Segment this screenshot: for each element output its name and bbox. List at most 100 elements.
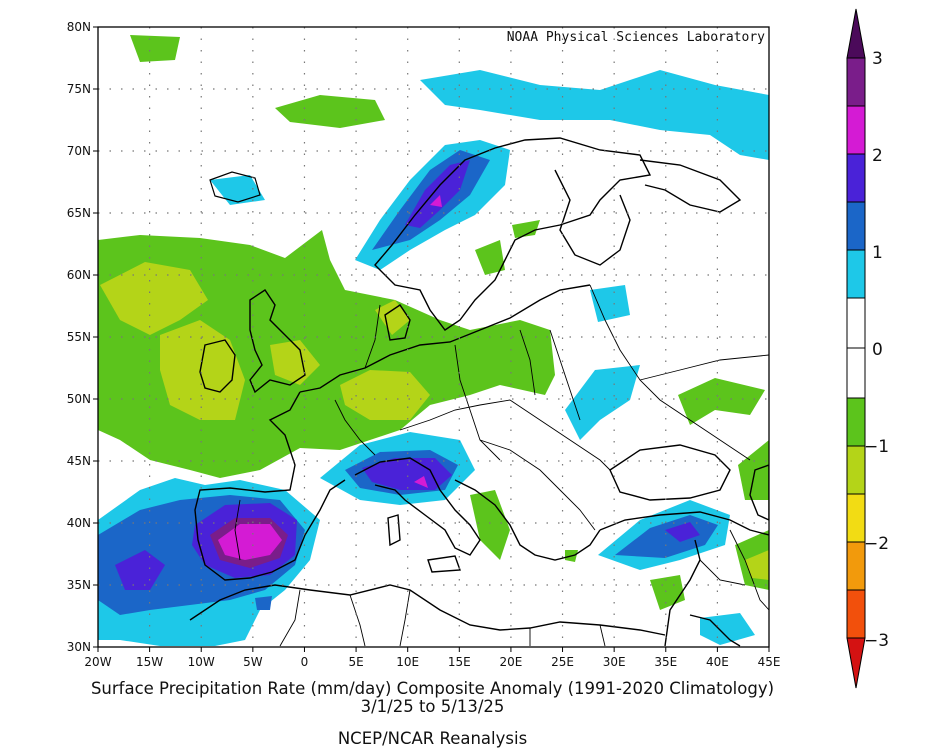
moderate-dry-anomaly-ireland — [160, 320, 245, 420]
dry-anomaly-ukraine — [678, 378, 765, 425]
dry-anomaly-greenland-sea — [275, 95, 385, 128]
wet-anomaly-italy-peak — [414, 476, 428, 488]
colorbar-swatch-m2-m1.5 — [846, 493, 866, 543]
lat-tick-label: 75N — [67, 82, 91, 96]
lat-tick-label: 60N — [67, 268, 91, 282]
lat-tick-label: 50N — [67, 392, 91, 406]
border-line — [549, 329, 581, 421]
dry-anomaly-balkans — [470, 490, 510, 560]
red-sea-outline — [689, 614, 741, 647]
wet-anomaly-egypt — [700, 613, 755, 645]
country-borders — [234, 284, 769, 647]
lat-tick-label: 70N — [67, 144, 91, 158]
dry-anomaly-greenland — [130, 35, 180, 62]
black-sea-outline — [609, 444, 731, 501]
border-line — [454, 344, 501, 461]
great-britain-outline — [249, 289, 306, 394]
europe-north-coast — [299, 284, 591, 393]
lat-tick-label: 35N — [67, 578, 91, 592]
lon-tick-label: 30E — [603, 655, 626, 669]
coastlines — [189, 137, 769, 647]
data-source: NCEP/NCAR Reanalysis — [337, 729, 528, 748]
wet-anomaly-east-med-strong — [665, 522, 700, 542]
wet-anomaly-italy-strong — [362, 458, 452, 490]
wet-anomaly-barents-sea — [420, 70, 769, 160]
dry-anomaly-sweden — [512, 220, 540, 238]
lon-tick-label: 5E — [348, 655, 363, 669]
lat-tick-label: 65N — [67, 206, 91, 220]
colorbar-label-minus-1: −1 — [864, 437, 889, 457]
denmark-outline — [384, 304, 411, 341]
lon-tick-label: 0 — [301, 655, 309, 669]
colorbar-swatch-1-1.5 — [846, 201, 866, 251]
colorbar-swatch-2.5-3 — [846, 57, 866, 107]
lon-tick-label: 10E — [396, 655, 419, 669]
lon-tick-label: 15W — [136, 655, 163, 669]
lat-tick-label: 40N — [67, 516, 91, 530]
wet-anomaly-ukraine-west — [565, 365, 640, 440]
latitude-axis: 80N 75N 70N 65N 60N 55N 50N 45N 40N 35N 30N — [67, 20, 98, 654]
colorbar-label-1: 1 — [872, 243, 883, 263]
wet-anomaly-north-atlantic — [210, 175, 265, 205]
border-line — [699, 559, 746, 586]
lat-tick-label: 45N — [67, 454, 91, 468]
france-iberia-coast — [194, 391, 346, 581]
wet-anomaly-atlantic-iberia — [115, 550, 165, 590]
wet-anomaly-norway-peak — [430, 195, 442, 207]
colorbar-swatch-1.5-2 — [846, 153, 866, 203]
lat-tick-label: 80N — [67, 20, 91, 34]
border-line — [234, 499, 241, 561]
colorbar-bottom-triangle — [846, 637, 866, 689]
lon-tick-label: 35E — [654, 655, 677, 669]
balkans-coast — [454, 479, 601, 561]
lon-tick-label: 25E — [551, 655, 574, 669]
colorbar-swatch-0-0.5 — [846, 297, 866, 349]
moderate-dry-anomaly-iran — [745, 550, 769, 580]
lat-tick-label: 55N — [67, 330, 91, 344]
lon-tick-label: 20E — [499, 655, 522, 669]
border-line — [349, 594, 366, 647]
border-line — [639, 354, 769, 381]
lon-tick-label: 10W — [188, 655, 215, 669]
caspian-outline — [749, 464, 769, 521]
wet-anomaly-baltic — [590, 285, 630, 322]
sicily-outline — [427, 555, 461, 573]
colorbar-swatch-2-2.5 — [846, 105, 866, 155]
wet-anomaly-iberia-peak — [218, 524, 282, 560]
border-line — [399, 399, 511, 431]
kola-white-sea-outline — [639, 159, 742, 213]
border-line — [479, 439, 596, 531]
moderate-dry-anomaly-england — [270, 340, 320, 385]
border-line — [599, 624, 606, 647]
wet-anomaly-algeria — [255, 596, 272, 610]
colorbar-swatch-m1.5-m1 — [846, 445, 866, 495]
border-line — [519, 329, 536, 396]
norway-sweden-outline — [374, 137, 652, 331]
colorbar-label-2: 2 — [872, 146, 883, 166]
italy-outline — [354, 457, 481, 556]
colorbar-swatch-m0.5-0 — [846, 347, 866, 399]
lon-tick-label: 20W — [84, 655, 111, 669]
lon-tick-label: 5W — [243, 655, 263, 669]
lon-tick-label: 15E — [448, 655, 471, 669]
colorbar-swatch-m1-m0.5 — [846, 397, 866, 447]
border-line — [729, 529, 769, 611]
colorbar: 3 2 1 0 −1 −2 −3 — [846, 8, 889, 689]
levant-coast — [664, 539, 701, 647]
lon-tick-label: 40E — [706, 655, 729, 669]
dry-anomaly-finland — [475, 240, 505, 275]
border-line — [364, 304, 381, 369]
colorbar-label-minus-3: −3 — [864, 631, 889, 651]
colorbar-swatch-m3-m2.5 — [846, 589, 866, 639]
date-range: 3/1/25 to 5/13/25 — [360, 697, 505, 716]
colorbar-label-3: 3 — [872, 49, 883, 69]
dry-anomaly-levant — [650, 575, 685, 610]
colorbar-label-0: 0 — [872, 340, 883, 360]
north-africa-coast — [189, 584, 666, 636]
moderate-dry-anomaly-denmark — [375, 300, 410, 335]
lon-tick-label: 45E — [758, 655, 781, 669]
wet-anomaly-norway-strong — [405, 160, 470, 228]
finland-border — [554, 169, 631, 266]
sardinia-outline — [387, 514, 401, 547]
